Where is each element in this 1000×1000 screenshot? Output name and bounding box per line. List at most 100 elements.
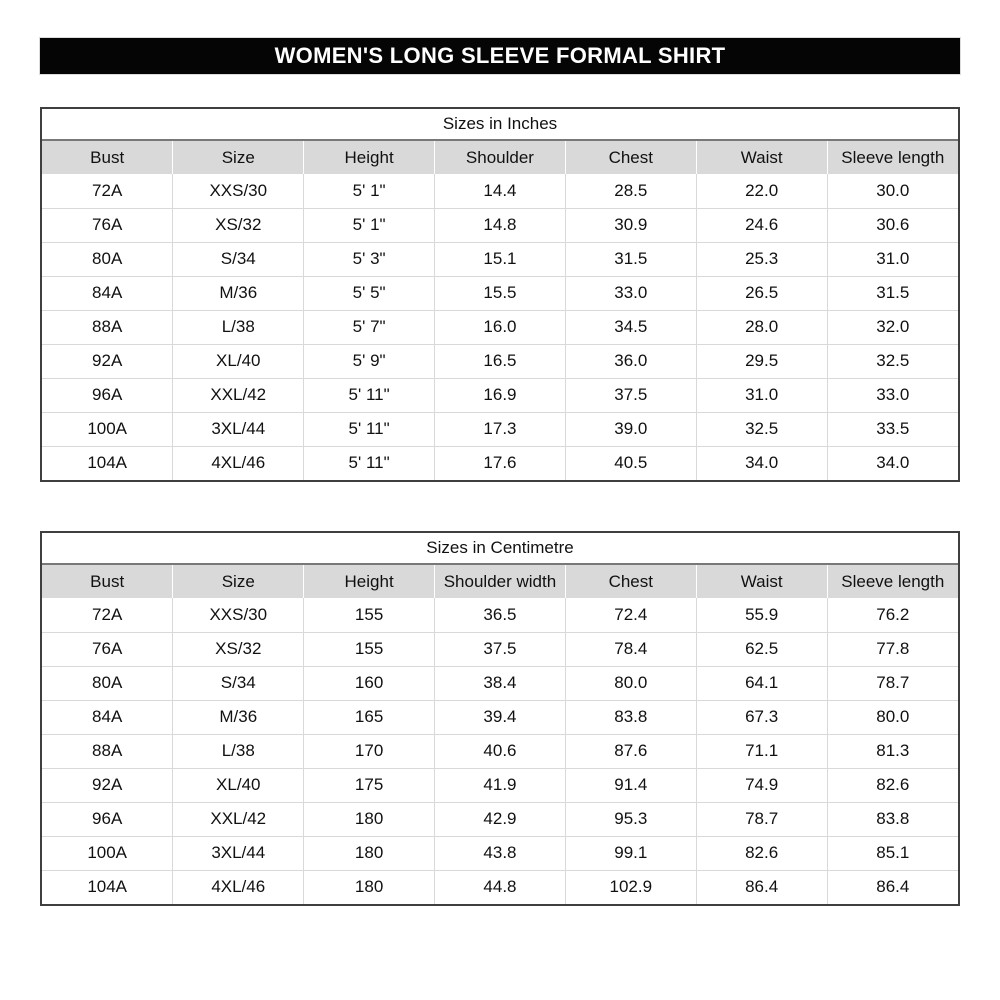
table-cell: 5' 11" bbox=[303, 445, 435, 480]
table-cell: 180 bbox=[303, 869, 435, 904]
table-cell: 104A bbox=[42, 445, 173, 480]
table-cell: 100A bbox=[42, 835, 173, 870]
table-cell: 16.5 bbox=[434, 343, 566, 378]
table-cell: 80.0 bbox=[826, 699, 958, 734]
table-cell: 78.4 bbox=[564, 631, 697, 666]
column-header: Shoulder width bbox=[434, 565, 566, 598]
table-cell: 82.6 bbox=[695, 835, 828, 870]
table-cell: 62.5 bbox=[695, 631, 828, 666]
table-cell: 77.8 bbox=[826, 631, 958, 666]
header-row: Bust Size Height Shoulder width Chest Waist Sl… bbox=[42, 565, 958, 598]
table-row: 88A L/38 5' 7" 16.0 34.5 28.0 32.0 bbox=[42, 309, 958, 344]
table-cell: 64.1 bbox=[695, 665, 828, 700]
table-cell: 80A bbox=[42, 665, 173, 700]
table-cell: 55.9 bbox=[695, 598, 828, 632]
table-cell: 44.8 bbox=[434, 869, 566, 904]
column-header: Shoulder bbox=[434, 141, 566, 174]
table-cell: 96A bbox=[42, 377, 173, 412]
table-row: 84A M/36 165 39.4 83.8 67.3 80.0 bbox=[42, 699, 958, 734]
column-header: Waist bbox=[695, 565, 828, 598]
table-cell: 31.0 bbox=[695, 377, 828, 412]
size-table-centimetre: Sizes in Centimetre Bust Size Height Should… bbox=[40, 531, 960, 906]
table-cell: 102.9 bbox=[564, 869, 697, 904]
table-cell: 40.5 bbox=[564, 445, 697, 480]
table-cell: 76A bbox=[42, 631, 173, 666]
table-cell: 32.5 bbox=[695, 411, 828, 446]
table-cell: S/34 bbox=[172, 241, 304, 276]
table-row: 72A XXS/30 5' 1" 14.4 28.5 22.0 30.0 bbox=[42, 174, 958, 208]
table-cell: L/38 bbox=[172, 733, 304, 768]
table-cell: 39.0 bbox=[564, 411, 697, 446]
table-cell: 87.6 bbox=[564, 733, 697, 768]
table-header-inches: Bust Size Height Shoulder Chest Waist Sleeve l… bbox=[42, 141, 958, 174]
table-cell: 15.5 bbox=[434, 275, 566, 310]
table-cell: 37.5 bbox=[434, 631, 566, 666]
title-banner: WOMEN'S LONG SLEEVE FORMAL SHIRT bbox=[40, 38, 960, 74]
table-cell: M/36 bbox=[172, 699, 304, 734]
table-header-centimetre: Bust Size Height Shoulder width Chest Waist Sl… bbox=[42, 565, 958, 598]
table-cell: 30.6 bbox=[826, 207, 958, 242]
table-row: 100A 3XL/44 180 43.8 99.1 82.6 85.1 bbox=[42, 835, 958, 870]
table-cell: 43.8 bbox=[434, 835, 566, 870]
table-row: 84A M/36 5' 5" 15.5 33.0 26.5 31.5 bbox=[42, 275, 958, 310]
table-cell: 15.1 bbox=[434, 241, 566, 276]
table-cell: 180 bbox=[303, 801, 435, 836]
table-cell: 80A bbox=[42, 241, 173, 276]
column-header: Height bbox=[303, 141, 435, 174]
table-cell: 83.8 bbox=[564, 699, 697, 734]
size-chart-inches: Bust Size Height Shoulder Chest Waist Sleeve l… bbox=[42, 141, 958, 480]
table-cell: 71.1 bbox=[695, 733, 828, 768]
table-cell: S/34 bbox=[172, 665, 304, 700]
table-cell: 100A bbox=[42, 411, 173, 446]
table-cell: 22.0 bbox=[695, 174, 828, 208]
column-header: Size bbox=[172, 565, 304, 598]
table-caption-centimetre: Sizes in Centimetre bbox=[42, 533, 958, 565]
table-row: 72A XXS/30 155 36.5 72.4 55.9 76.2 bbox=[42, 598, 958, 632]
table-cell: 155 bbox=[303, 631, 435, 666]
table-cell: 5' 5" bbox=[303, 275, 435, 310]
column-header: Sleeve length bbox=[826, 141, 958, 174]
table-row: 104A 4XL/46 5' 11" 17.6 40.5 34.0 34.0 bbox=[42, 445, 958, 480]
table-cell: XXS/30 bbox=[172, 598, 304, 632]
table-cell: 67.3 bbox=[695, 699, 828, 734]
table-cell: 42.9 bbox=[434, 801, 566, 836]
table-cell: 175 bbox=[303, 767, 435, 802]
table-cell: 34.0 bbox=[695, 445, 828, 480]
table-cell: 5' 9" bbox=[303, 343, 435, 378]
table-cell: 76A bbox=[42, 207, 173, 242]
table-cell: 72A bbox=[42, 174, 173, 208]
table-cell: L/38 bbox=[172, 309, 304, 344]
table-cell: M/36 bbox=[172, 275, 304, 310]
table-cell: 86.4 bbox=[695, 869, 828, 904]
table-cell: 88A bbox=[42, 309, 173, 344]
table-row: 80A S/34 160 38.4 80.0 64.1 78.7 bbox=[42, 665, 958, 700]
table-cell: 5' 11" bbox=[303, 411, 435, 446]
table-cell: 72A bbox=[42, 598, 173, 632]
table-cell: 39.4 bbox=[434, 699, 566, 734]
table-cell: 78.7 bbox=[695, 801, 828, 836]
table-cell: 78.7 bbox=[826, 665, 958, 700]
table-cell: 17.3 bbox=[434, 411, 566, 446]
table-row: 76A XS/32 5' 1" 14.8 30.9 24.6 30.6 bbox=[42, 207, 958, 242]
table-cell: 81.3 bbox=[826, 733, 958, 768]
column-header: Bust bbox=[42, 141, 173, 174]
table-cell: 3XL/44 bbox=[172, 835, 304, 870]
table-cell: XS/32 bbox=[172, 631, 304, 666]
column-header: Bust bbox=[42, 565, 173, 598]
table-row: 92A XL/40 175 41.9 91.4 74.9 82.6 bbox=[42, 767, 958, 802]
table-cell: 170 bbox=[303, 733, 435, 768]
table-cell: 86.4 bbox=[826, 869, 958, 904]
table-cell: 25.3 bbox=[695, 241, 828, 276]
column-header: Height bbox=[303, 565, 435, 598]
table-row: 92A XL/40 5' 9" 16.5 36.0 29.5 32.5 bbox=[42, 343, 958, 378]
table-caption-inches: Sizes in Inches bbox=[42, 109, 958, 141]
size-chart-centimetre: Bust Size Height Shoulder width Chest Waist Sl… bbox=[42, 565, 958, 904]
table-cell: XL/40 bbox=[172, 343, 304, 378]
table-cell: XXL/42 bbox=[172, 377, 304, 412]
column-header: Chest bbox=[564, 141, 697, 174]
table-cell: 28.5 bbox=[564, 174, 697, 208]
table-cell: 5' 11" bbox=[303, 377, 435, 412]
table-cell: 36.5 bbox=[434, 598, 566, 632]
table-cell: 82.6 bbox=[826, 767, 958, 802]
table-cell: 96A bbox=[42, 801, 173, 836]
